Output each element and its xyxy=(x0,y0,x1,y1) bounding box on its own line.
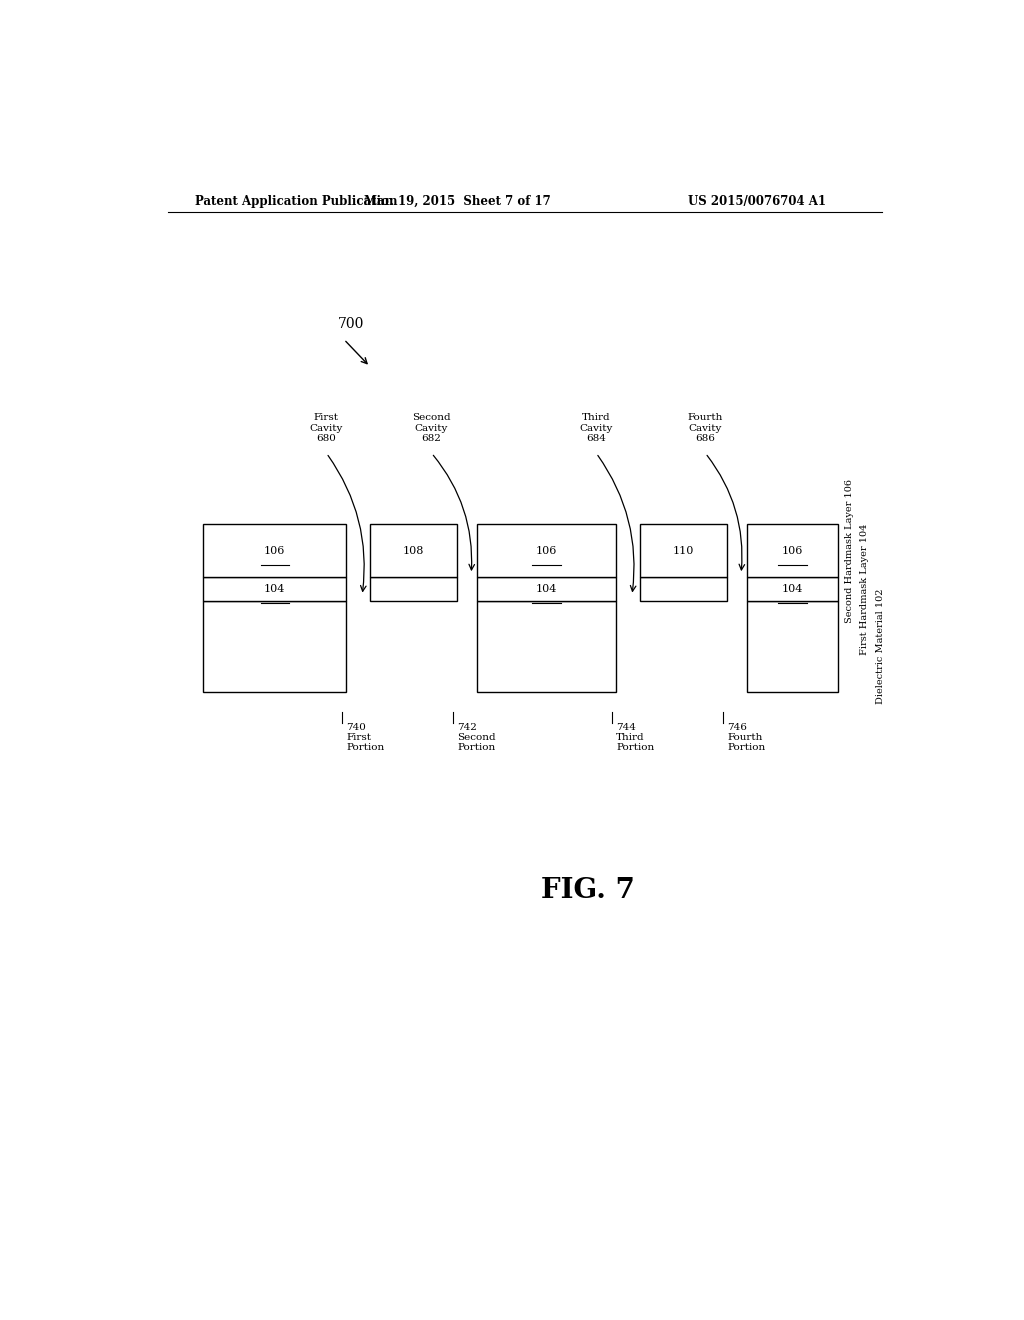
Bar xyxy=(640,577,727,601)
Bar xyxy=(748,601,839,692)
Text: 742
Second
Portion: 742 Second Portion xyxy=(458,722,496,752)
Bar xyxy=(748,577,839,601)
Text: FIG. 7: FIG. 7 xyxy=(542,876,635,904)
Bar xyxy=(204,577,346,601)
Text: 104: 104 xyxy=(536,583,557,594)
Bar xyxy=(477,577,616,601)
Text: Patent Application Publication: Patent Application Publication xyxy=(196,194,398,207)
Text: 106: 106 xyxy=(782,545,803,556)
Bar xyxy=(370,577,458,601)
Text: Third
Cavity
684: Third Cavity 684 xyxy=(580,413,613,444)
Bar xyxy=(370,524,458,577)
Text: 104: 104 xyxy=(264,583,286,594)
Text: 700: 700 xyxy=(338,317,365,331)
Text: Fourth
Cavity
686: Fourth Cavity 686 xyxy=(688,413,723,444)
Text: 106: 106 xyxy=(536,545,557,556)
Text: Second Hardmask Layer 106: Second Hardmask Layer 106 xyxy=(845,479,854,623)
Text: 746
Fourth
Portion: 746 Fourth Portion xyxy=(727,722,765,752)
Text: Dielectric Material 102: Dielectric Material 102 xyxy=(877,589,886,704)
Text: Second
Cavity
682: Second Cavity 682 xyxy=(413,413,451,444)
Text: 106: 106 xyxy=(264,545,286,556)
Text: Mar. 19, 2015  Sheet 7 of 17: Mar. 19, 2015 Sheet 7 of 17 xyxy=(364,194,551,207)
Text: First Hardmask Layer 104: First Hardmask Layer 104 xyxy=(860,523,869,655)
Text: 104: 104 xyxy=(782,583,803,594)
Bar xyxy=(748,524,839,577)
Bar xyxy=(204,601,346,692)
Text: US 2015/0076704 A1: US 2015/0076704 A1 xyxy=(688,194,826,207)
Text: 110: 110 xyxy=(673,545,694,556)
Bar xyxy=(640,524,727,577)
Text: 108: 108 xyxy=(403,545,424,556)
Text: 744
Third
Portion: 744 Third Portion xyxy=(616,722,654,752)
Text: 740
First
Portion: 740 First Portion xyxy=(346,722,384,752)
Bar xyxy=(477,524,616,577)
Bar xyxy=(477,601,616,692)
Text: First
Cavity
680: First Cavity 680 xyxy=(309,413,343,444)
Bar xyxy=(204,524,346,577)
